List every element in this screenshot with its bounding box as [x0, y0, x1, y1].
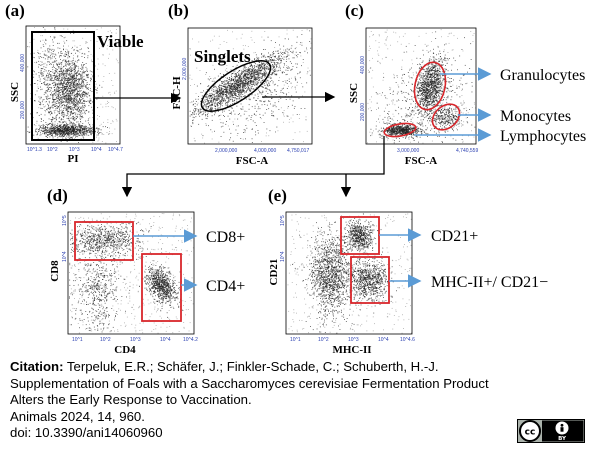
- panel-a-letter: (a): [5, 1, 25, 20]
- citation-line-3: Alters the Early Response to Vaccination…: [10, 392, 252, 408]
- scatter-density-e: [287, 213, 412, 334]
- x-tick-e-4: 10^4: [378, 337, 389, 343]
- y-axis-label-b: FSC-H: [171, 76, 183, 109]
- singlets-gate: [200, 60, 272, 112]
- x-tick-e-5: 10^4.6: [400, 337, 415, 343]
- x-tick-e-2: 10^2: [318, 337, 329, 343]
- panel-a: (a) Viable SSC PI 200,000 400,000 10^1.3…: [5, 1, 182, 165]
- plot-frame-d: [67, 211, 195, 335]
- cc-icon: [519, 420, 541, 442]
- y-tick-d-1: 10^4: [62, 251, 68, 262]
- x-tick-d-5: 10^4.2: [183, 337, 198, 343]
- y-tick-a-1: 200,000: [20, 101, 26, 119]
- x-tick-d-4: 10^4: [160, 337, 171, 343]
- y-tick-a-2: 400,000: [20, 54, 26, 72]
- cd21-label: CD21+: [431, 228, 478, 245]
- arrow-c-to-d: [121, 136, 385, 198]
- mhc-ii-gate: [350, 256, 390, 304]
- x-tick-d-3: 10^3: [130, 337, 141, 343]
- panel-e-letter: (e): [268, 186, 287, 205]
- scatter-density-a: [27, 27, 119, 144]
- monocytes-gate: [431, 103, 461, 131]
- citation-line-5: doi: 10.3390/ani14060960: [10, 425, 163, 441]
- x-tick-c-1: 3,000,000: [397, 148, 419, 154]
- citation-line-2: Supplementation of Foals with a Saccharo…: [10, 375, 489, 391]
- x-axis-label-d: CD4: [114, 344, 136, 356]
- viable-gate-label: Viable: [97, 32, 144, 51]
- citation-line-1: Citation: Terpeluk, E.R.; Schäfer, J.; F…: [10, 359, 590, 376]
- x-tick-a-3: 10^3: [69, 147, 80, 153]
- y-axis-label-a: SSC: [9, 82, 21, 102]
- by-label: BY: [558, 436, 567, 442]
- panel-d: (d) CD8 CD4 10^4 10^5 10^1 10^2 10^3 10^…: [47, 186, 245, 356]
- x-tick-a-2: 10^2: [47, 147, 58, 153]
- cd8-gate: [74, 221, 134, 261]
- x-tick-e-3: 10^3: [348, 337, 359, 343]
- x-tick-a-5: 10^4.7: [108, 147, 123, 153]
- citation-label: Citation:: [10, 359, 64, 374]
- lymphocytes-gate: [383, 122, 417, 138]
- panel-d-letter: (d): [47, 186, 68, 205]
- monocytes-label: Monocytes: [500, 108, 571, 125]
- cd4-label: CD4+: [206, 278, 245, 295]
- cd8-label: CD8+: [206, 229, 245, 246]
- panel-e: (e) CD21 MHC-II 10^4 10^5 10^1 10^2 10^3…: [268, 186, 548, 356]
- viable-gate: [31, 31, 95, 141]
- x-tick-b-1: 2,000,000: [215, 148, 237, 154]
- granulocytes-label: Granulocytes: [500, 67, 585, 84]
- lymphocytes-label: Lymphocytes: [500, 128, 586, 145]
- x-axis-label-e: MHC-II: [332, 344, 371, 356]
- x-tick-c-2: 4,740,559: [456, 148, 478, 154]
- cc-icon-text: cc: [525, 428, 536, 438]
- citation-line-4: Animals 2024, 14, 960.: [10, 408, 145, 424]
- singlets-gate-label: Singlets: [194, 47, 251, 66]
- scatter-density-d: [69, 213, 194, 334]
- panel-b-letter: (b): [168, 1, 189, 20]
- mhc-ii-label: MHC-II+/ CD21−: [431, 274, 548, 291]
- panel-c: (c) SSC FSC-A 200,000 400,000 3,000,000 …: [121, 1, 586, 198]
- x-tick-b-3: 4,750,017: [287, 148, 309, 154]
- plot-frame-b: [187, 27, 313, 145]
- cd4-gate: [141, 253, 182, 322]
- scatter-density-b: [189, 29, 312, 144]
- y-tick-b-1: 2,000,000: [182, 58, 188, 80]
- y-axis-label-e: CD21: [268, 259, 280, 286]
- cc-by-license-badge[interactable]: cc BY: [517, 419, 585, 443]
- x-axis-label-c: FSC-A: [405, 155, 437, 167]
- citation-block: Citation: Terpeluk, E.R.; Schäfer, J.; F…: [10, 359, 590, 442]
- x-tick-a-1: 10^1.3: [27, 147, 42, 153]
- y-axis-label-d: CD8: [49, 260, 61, 282]
- y-axis-label-c: SSC: [348, 83, 360, 103]
- citation-authors: Terpeluk, E.R.; Schäfer, J.; Finkler-Sch…: [63, 359, 439, 374]
- y-tick-d-2: 10^5: [62, 215, 68, 226]
- panel-b: (b) Singlets FSC-H FSC-A 2,000,000 2,000…: [168, 1, 336, 167]
- panel-c-letter: (c): [345, 1, 364, 20]
- x-tick-b-2: 4,000,000: [254, 148, 276, 154]
- x-axis-label-a: PI: [68, 153, 79, 165]
- y-tick-c-2: 400,000: [360, 56, 366, 74]
- x-tick-e-1: 10^1: [290, 337, 301, 343]
- x-tick-d-2: 10^2: [100, 337, 111, 343]
- granulocytes-gate: [413, 61, 447, 111]
- x-axis-label-b: FSC-A: [236, 155, 268, 167]
- y-tick-e-2: 10^5: [280, 215, 286, 226]
- plot-frame-e: [285, 211, 413, 335]
- y-tick-c-1: 200,000: [360, 103, 366, 121]
- x-tick-a-4: 10^4: [91, 147, 102, 153]
- y-tick-e-1: 10^4: [280, 251, 286, 262]
- x-tick-d-1: 10^1: [72, 337, 83, 343]
